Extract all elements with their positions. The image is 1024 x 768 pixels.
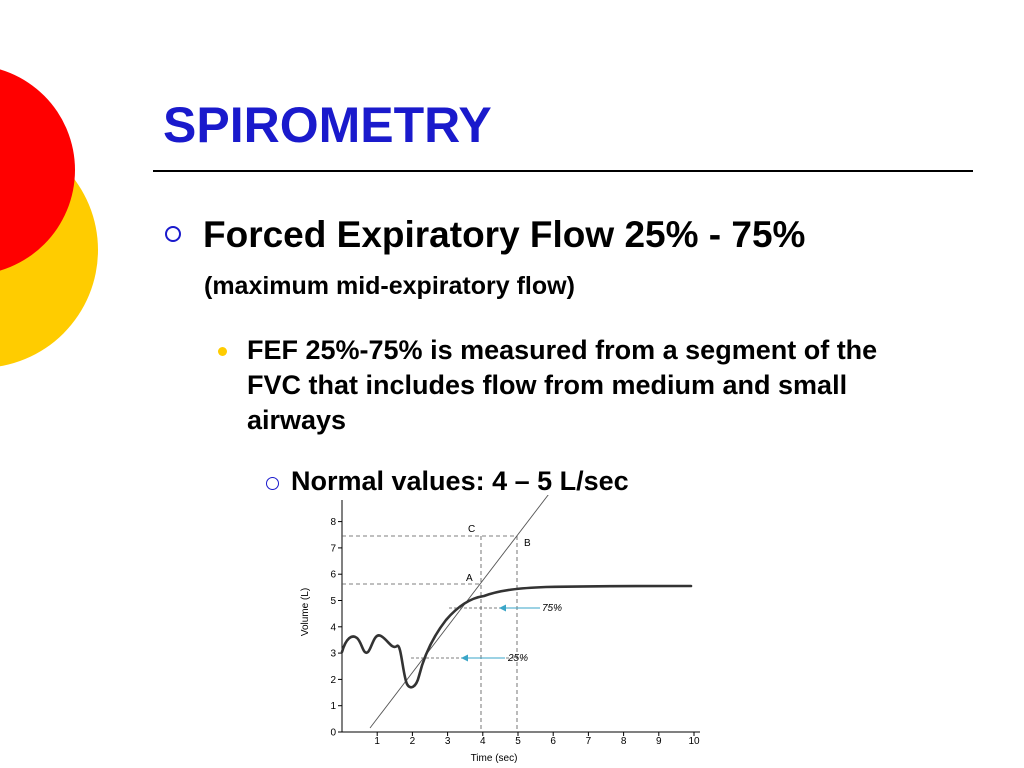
yellow-dot-bullet-icon bbox=[218, 347, 227, 356]
red-circle bbox=[0, 69, 75, 271]
y-tick-label: 7 bbox=[330, 543, 336, 554]
label-75-percent: 75% bbox=[542, 603, 562, 614]
y-tick-label: 6 bbox=[330, 570, 336, 581]
bullet-1-text: Forced Expiratory Flow 25% - 75% bbox=[203, 214, 806, 255]
bullet-3-text: Normal values: 4 – 5 L/sec bbox=[291, 466, 629, 496]
y-tick-labels: 0 1 2 3 4 5 6 7 8 bbox=[330, 517, 336, 738]
axis-ticks bbox=[338, 521, 695, 736]
x-tick-label: 7 bbox=[586, 736, 592, 747]
axes bbox=[341, 500, 700, 733]
y-tick-label: 5 bbox=[330, 596, 336, 607]
x-tick-label: 8 bbox=[621, 736, 627, 747]
x-tick-label: 5 bbox=[515, 736, 521, 747]
label-point-b: B bbox=[524, 538, 531, 549]
x-tick-label: 1 bbox=[374, 736, 380, 747]
x-tick-label: 9 bbox=[656, 736, 662, 747]
x-axis-label: Time (sec) bbox=[471, 753, 518, 764]
small-hollow-circle-bullet-icon bbox=[266, 477, 279, 490]
x-tick-label: 6 bbox=[550, 736, 556, 747]
decorative-circles bbox=[0, 69, 98, 367]
y-tick-label: 0 bbox=[330, 728, 336, 739]
title-divider bbox=[153, 170, 973, 172]
bullet-2-text: FEF 25%-75% is measured from a segment o… bbox=[247, 335, 878, 435]
label-point-c: C bbox=[468, 524, 475, 535]
x-tick-labels: 1 2 3 4 5 6 7 8 9 10 bbox=[374, 736, 700, 747]
slide-title: SPIROMETRY bbox=[163, 97, 492, 153]
label-point-a: A bbox=[466, 573, 473, 584]
spirometry-diagram: 0 1 2 3 4 5 6 7 8 1 2 3 4 5 6 7 8 9 10 Volume (L) Time (s… bbox=[300, 495, 700, 764]
hollow-circle-bullet-icon bbox=[165, 226, 181, 242]
bullet-1-subtext: (maximum mid-expiratory flow) bbox=[204, 272, 575, 300]
guide-lines bbox=[342, 535, 518, 732]
volume-time-curve bbox=[340, 584, 693, 689]
x-tick-label: 4 bbox=[480, 736, 486, 747]
x-tick-label: 2 bbox=[410, 736, 416, 747]
y-axis-label: Volume (L) bbox=[300, 588, 311, 636]
y-tick-label: 2 bbox=[330, 675, 336, 686]
y-tick-label: 1 bbox=[330, 701, 336, 712]
y-tick-label: 8 bbox=[330, 517, 336, 528]
y-tick-label: 3 bbox=[330, 649, 336, 660]
label-25-percent: 25% bbox=[507, 653, 528, 664]
x-tick-label: 10 bbox=[688, 736, 700, 747]
x-tick-label: 3 bbox=[445, 736, 451, 747]
fef-slope-line bbox=[369, 495, 549, 729]
y-tick-label: 4 bbox=[330, 622, 336, 633]
